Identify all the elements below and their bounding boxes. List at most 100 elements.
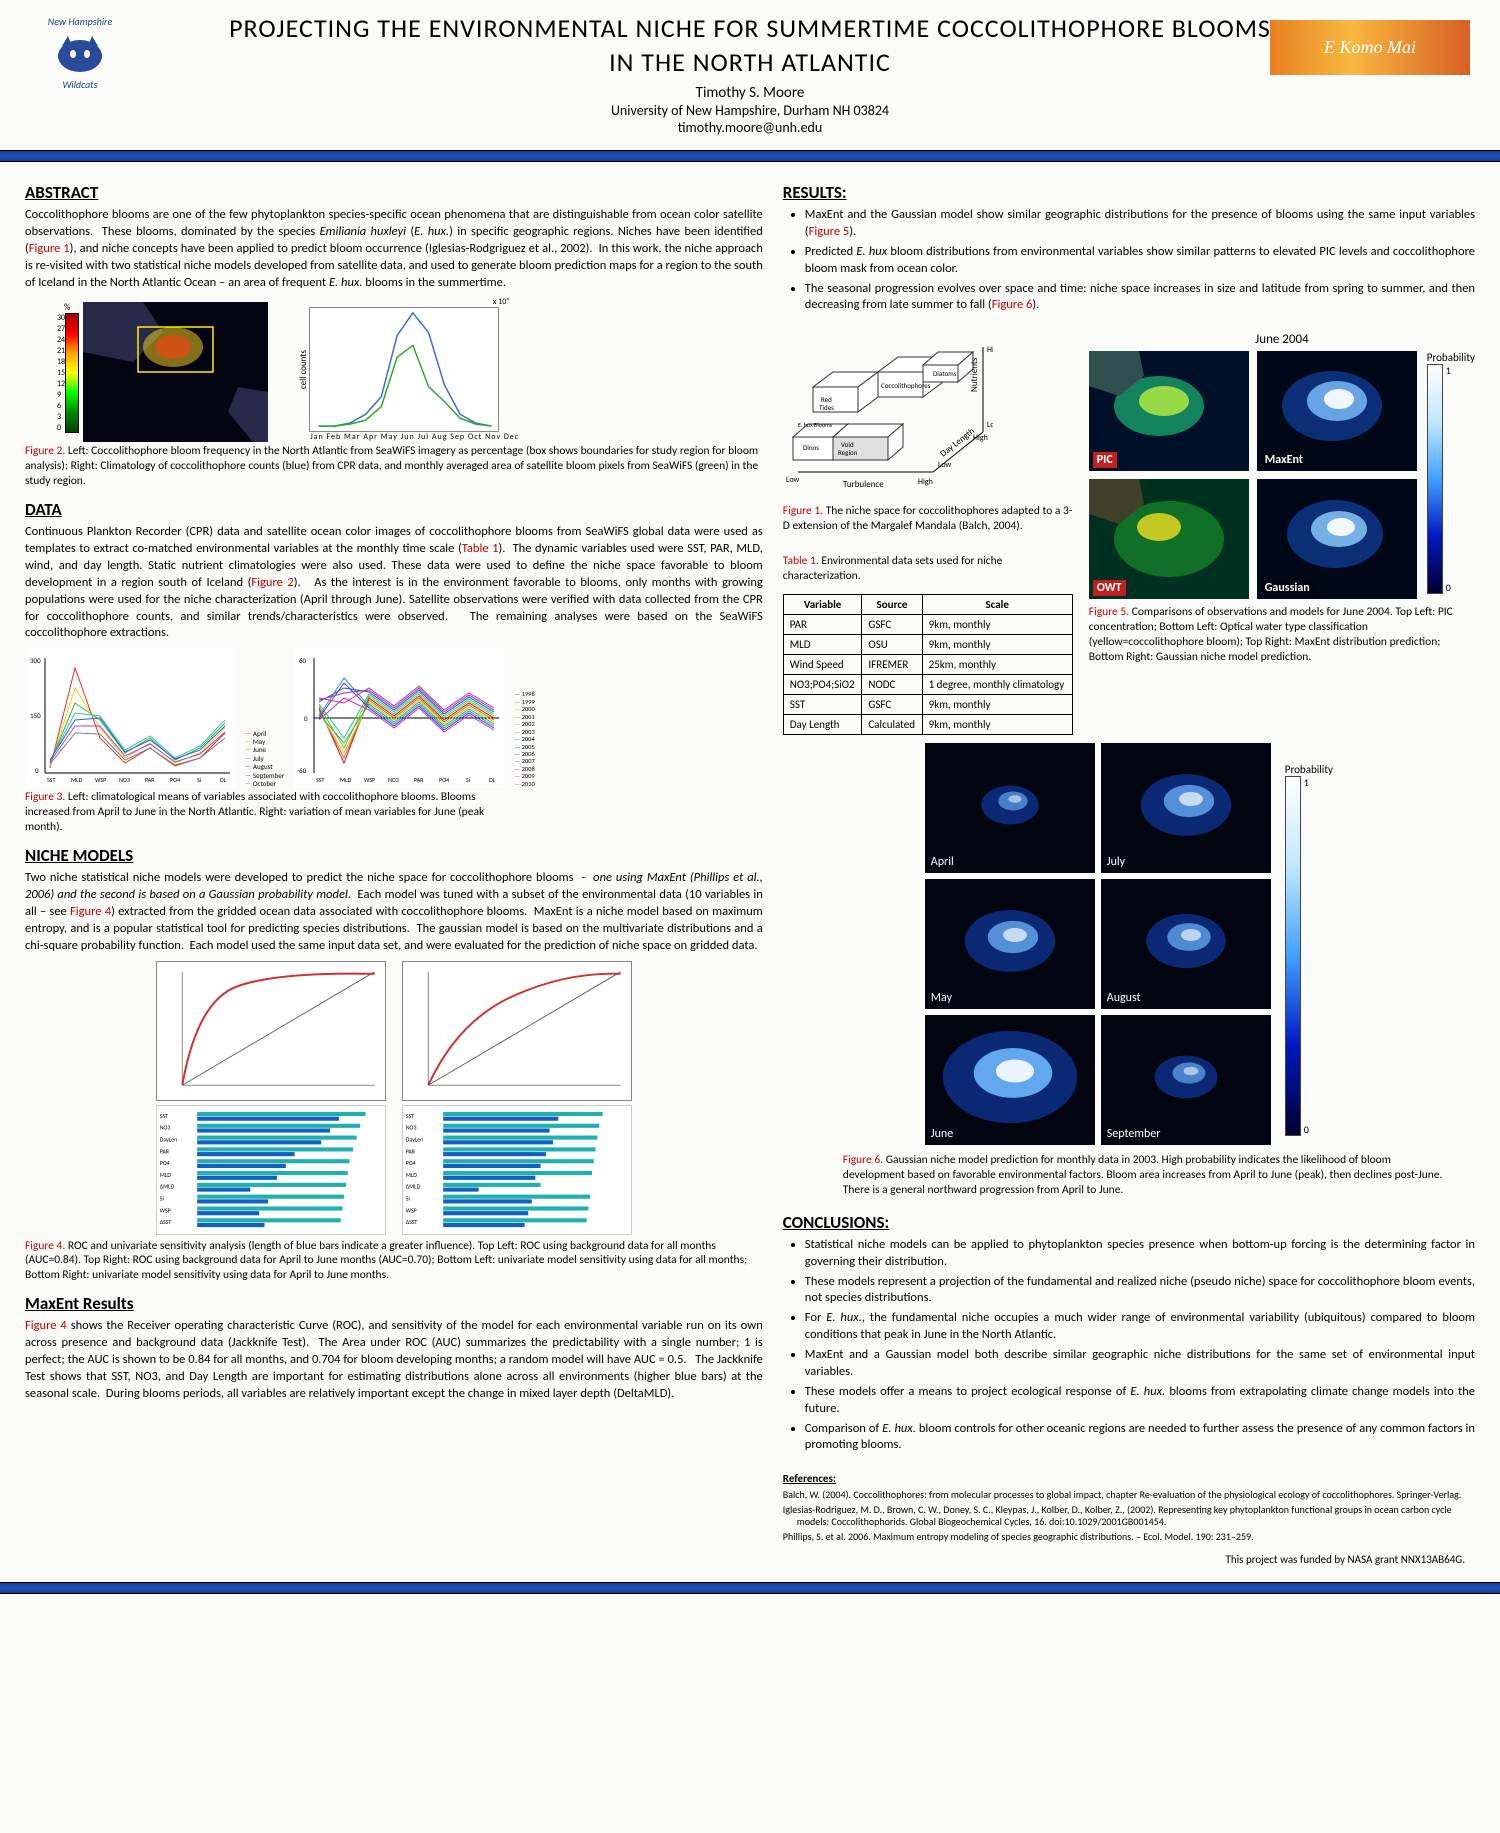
results-bullet: MaxEnt and the Gaussian model show simil… [805,207,1475,241]
maxent-head: MaxEnt Results [25,1293,763,1314]
fig6-panel: May [925,879,1095,1009]
svg-text:SST: SST [316,776,324,784]
maxent-body: Figure 4 shows the Receiver operating ch… [25,1318,763,1402]
conference-logo: E Komo Mai [1270,20,1470,75]
svg-text:PO4: PO4 [170,776,180,784]
svg-text:PAR: PAR [160,1147,170,1155]
fig5-grid: PIC MaxEnt [1089,351,1417,599]
fig6-probbar [1285,776,1301,1136]
fig6-panel: June [925,1015,1095,1145]
poster-title-line2: IN THE NORTH ATLANTIC [20,46,1480,78]
svg-text:High: High [918,477,933,487]
fig2-map [83,302,268,442]
svg-text:-60: -60 [297,766,307,775]
fig2-lineplot [309,307,499,432]
svg-text:SST: SST [406,1111,414,1119]
fig5-panel-pic: PIC [1089,351,1249,471]
data-body: Continuous Plankton Recorder (CPR) data … [25,524,763,642]
svg-text:PAR: PAR [406,1147,416,1155]
fig1-caption: Figure 1. The niche space for coccolitho… [783,504,1073,534]
svg-text:NO3: NO3 [388,776,399,784]
svg-text:MLD: MLD [160,1170,172,1178]
fig4-roc-left [156,961,386,1101]
svg-text:NO3: NO3 [119,776,130,784]
table1-caption: Table 1. Environmental data sets used fo… [783,554,1073,584]
results-head: RESULTS: [783,182,1475,203]
fig6-grid: April July May August June September [925,743,1271,1145]
fig6-block: April July May August June September Pro… [783,743,1475,1145]
svg-text:Dinos: Dinos [803,443,819,452]
logo-text-top: New Hampshire [48,15,112,28]
svg-text:SST: SST [47,776,55,784]
conclusions-head: CONCLUSIONS: [783,1212,1475,1233]
fig4-caption: Figure 4. ROC and univariate sensitivity… [25,1239,763,1284]
svg-text:PAR: PAR [145,776,155,784]
svg-text:MLD: MLD [340,776,352,784]
affiliation: University of New Hampshire, Durham NH 0… [20,102,1480,119]
divider-bottom [0,1582,1500,1594]
results-bullet: Predicted E. hux bloom distributions fro… [805,244,1475,278]
conclusions-bullet: Comparison of E. hux. bloom controls for… [805,1421,1475,1455]
svg-text:NO3: NO3 [160,1123,171,1131]
right-column: RESULTS: MaxEnt and the Gaussian model s… [783,178,1475,1566]
svg-text:E. hux Blooms: E. hux Blooms [798,421,833,429]
svg-text:WSP: WSP [95,776,106,784]
svg-text:0: 0 [304,714,308,723]
refs-list: Balch, W. (2004). Coccolithophores: from… [783,1489,1475,1543]
fig5-probbar [1427,364,1443,594]
svg-text:High: High [987,345,993,355]
fig5-title: June 2004 [1089,332,1475,347]
conference-text: E Komo Mai [1324,37,1416,58]
svg-text:Low: Low [938,460,952,470]
svg-text:SST: SST [160,1111,168,1119]
fig2-caption: Figure 2. Left: Coccolithophore bloom fr… [25,444,763,489]
wildcat-icon [50,28,110,78]
fig5-problabel: Probability [1427,351,1475,364]
fig6-panel: September [1101,1015,1271,1145]
niche-body: Two niche statistical niche models were … [25,870,763,954]
svg-text:150: 150 [30,711,41,720]
svg-text:MLD: MLD [406,1170,418,1178]
conclusions-bullet: These models represent a projection of t… [805,1274,1475,1308]
fig5-panel-owt: OWT [1089,479,1249,599]
svg-text:Turbulence: Turbulence [843,479,884,490]
nh-wildcats-logo: New Hampshire Wildcats [30,15,130,95]
fig2-yexp: x 10⁴ [298,297,519,307]
poster-title-line1: PROJECTING THE ENVIRONMENTAL NICHE FOR S… [20,12,1480,44]
conclusions-bullet: MaxEnt and a Gaussian model both describ… [805,1347,1475,1381]
fig4-roc-right [402,961,632,1101]
fig5-caption: Figure 5. Comparisons of observations an… [1089,605,1475,665]
refs-head: References: [783,1472,1475,1485]
fig3-right-legend: — 1998— 1999 — 2000— 2001 — 2002— 2003 —… [514,691,535,788]
conclusions-bullets: Statistical niche models can be applied … [783,1237,1475,1455]
fig6-panel: August [1101,879,1271,1009]
svg-text:Region: Region [838,448,858,457]
svg-text:Nutrients: Nutrients [969,357,980,392]
svg-text:WSP: WSP [406,1206,417,1214]
left-column: ABSTRACT Coccolithophore blooms are one … [25,178,763,1566]
svg-text:Diatoms: Diatoms [933,369,957,378]
fig2-months: Jan Feb Mar Apr May Jun Jul Aug Sep Oct … [298,432,519,442]
fig4-bar-left: SSTNO3DayLenPARPO4MLDΔMLDSiWSPΔSST [156,1105,386,1235]
fig4-bar-right: SSTNO3DayLenPARPO4MLDΔMLDSiWSPΔSST [402,1105,632,1235]
results-bullets: MaxEnt and the Gaussian model show simil… [783,207,1475,314]
svg-text:ΔMLD: ΔMLD [406,1182,421,1190]
fig2-ylabel: cell counts [298,307,309,432]
author-email: timothy.moore@unh.edu [20,119,1480,136]
fig2-colorbar [65,313,79,433]
svg-text:ΔSST: ΔSST [406,1218,418,1226]
svg-text:Day Length: Day Length [938,426,977,460]
reference-item: Balch, W. (2004). Coccolithophores: from… [783,1489,1475,1502]
fig4-roc-row [25,961,763,1101]
svg-text:PO4: PO4 [406,1159,416,1167]
fig2-row: % 302724211815129630 [25,297,763,442]
fig6-caption: Figure 6. Gaussian niche model predictio… [843,1153,1445,1198]
svg-text:NO3: NO3 [406,1123,417,1131]
svg-text:Coccolithophores: Coccolithophores [881,381,931,390]
funding-text: This project was funded by NASA grant NN… [783,1553,1475,1566]
svg-text:PAR: PAR [414,776,424,784]
svg-text:PO4: PO4 [439,776,449,784]
fig5-panel-gaussian: Gaussian [1257,479,1417,599]
fig3-left: 3001500 SSTMLDWSPNO3PARPO4SiDL [25,648,235,788]
divider-top [0,150,1500,162]
